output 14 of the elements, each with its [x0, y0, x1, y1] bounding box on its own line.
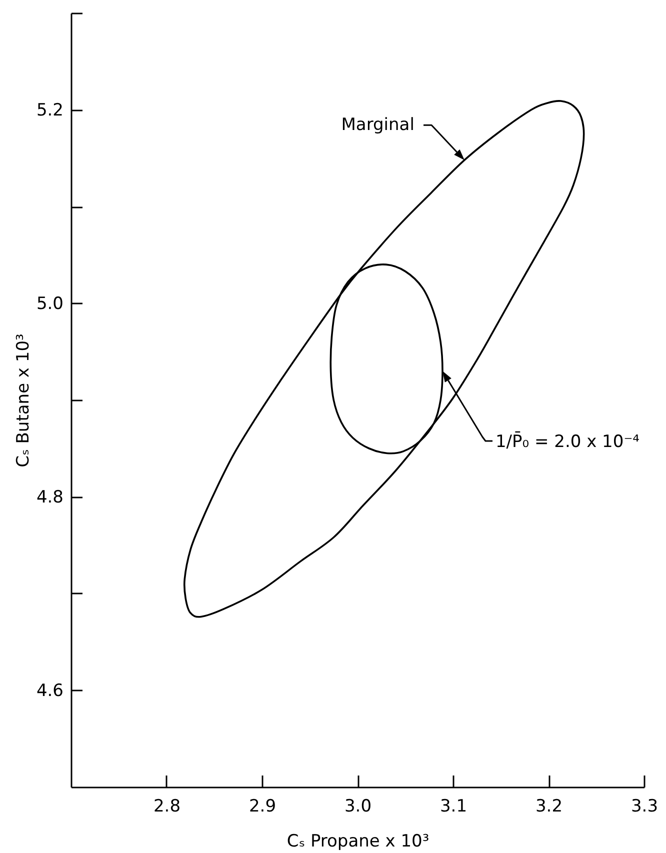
- x-tick-label: 2.8: [153, 796, 181, 816]
- annotation: 1/P̄₀ = 2.0 x 10⁻⁴: [495, 430, 640, 452]
- x-tick-label: 3.1: [440, 796, 468, 816]
- y-axis-title: Cₛ Butane x 10³: [14, 334, 34, 468]
- annotation: Marginal: [341, 115, 414, 136]
- x-tick-label: 3.0: [344, 796, 372, 816]
- y-tick-label: 4.8: [36, 487, 64, 508]
- y-tick-label: 5.2: [36, 100, 64, 120]
- x-tick-label: 3.3: [630, 796, 658, 816]
- x-tick-label: 2.9: [248, 796, 276, 816]
- x-tick-label: 3.2: [535, 796, 563, 816]
- y-tick-label: 4.6: [36, 680, 64, 701]
- y-tick-label: 5.0: [36, 294, 64, 314]
- x-axis-title: Cₛ Propane x 10³: [286, 832, 430, 852]
